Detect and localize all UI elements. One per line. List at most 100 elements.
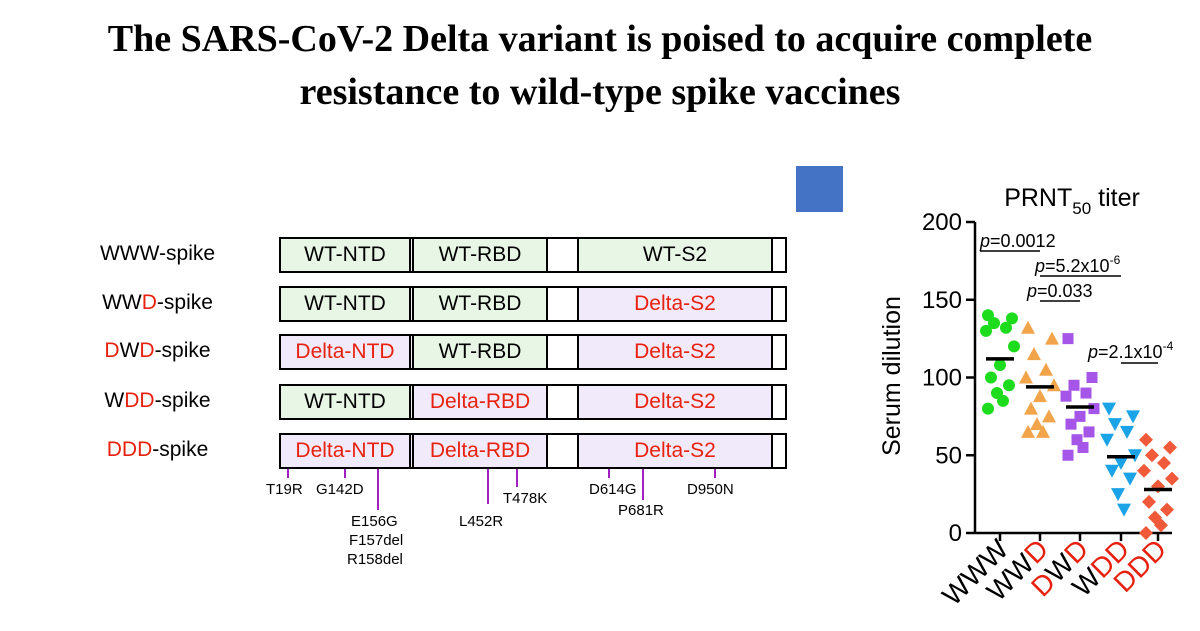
p-value-label: p=2.1x10-4	[1087, 339, 1174, 362]
data-point	[1126, 410, 1140, 424]
spike-label-part: D	[141, 291, 157, 314]
data-point	[1062, 449, 1074, 461]
data-series	[1137, 432, 1179, 540]
data-point	[1077, 441, 1089, 453]
spike-label: WDD-spike	[70, 389, 245, 413]
data-point	[1123, 472, 1137, 486]
mutation-tick	[287, 469, 289, 478]
data-point	[1062, 333, 1074, 345]
data-point	[1139, 526, 1153, 540]
data-point	[1083, 426, 1095, 438]
data-point	[1160, 502, 1174, 517]
spike-domain: WT-RBD	[414, 336, 548, 368]
spike-label-part: -spike	[154, 339, 211, 362]
spike-label-part: D	[139, 339, 155, 362]
mutation-label: T19R	[266, 481, 303, 498]
mutation-tick	[608, 469, 610, 478]
spike-domain: WT-NTD	[281, 239, 414, 271]
data-point	[1021, 424, 1035, 438]
data-point	[1120, 425, 1134, 439]
spike-domain: WT-NTD	[281, 386, 414, 418]
spike-label: WWW-spike	[70, 242, 245, 266]
mutation-tick	[377, 469, 379, 510]
data-point	[1114, 457, 1128, 471]
y-axis-label: Serum dilution	[878, 296, 906, 456]
figure-title-line-2: resistance to wild-type spike vaccines	[299, 71, 901, 113]
y-tick-label: 150	[922, 287, 962, 314]
spike-domain	[548, 386, 579, 418]
spike-domain	[773, 435, 785, 467]
spike-bar: WT-NTD WT-RBD WT-S2	[279, 237, 787, 273]
spike-bar: WT-NTD Delta-RBD Delta-S2	[279, 384, 787, 420]
data-point	[982, 402, 994, 415]
mutation-label: G142D	[316, 481, 364, 498]
data-point	[1086, 372, 1098, 383]
p-symbol: p	[1087, 342, 1098, 362]
data-point	[1165, 471, 1179, 486]
data-point	[1105, 464, 1119, 478]
spike-label: WWD-spike	[70, 291, 245, 315]
data-series	[1019, 320, 1061, 438]
p-symbol: p	[1034, 256, 1045, 276]
spike-label-part: W	[119, 339, 140, 362]
spike-domain: Delta-NTD	[281, 336, 414, 368]
spike-label: DWD-spike	[70, 339, 245, 363]
spike-domain: Delta-RBD	[414, 435, 548, 467]
data-point	[1142, 494, 1156, 509]
blue-square-marker	[796, 166, 843, 212]
mutation-label: T478K	[503, 490, 548, 507]
data-series	[1100, 402, 1142, 517]
p-exponent: -4	[1163, 339, 1174, 353]
mutation-label: P681R	[618, 502, 664, 519]
data-point	[1117, 503, 1131, 517]
chart-title-suffix: titer	[1091, 184, 1140, 212]
chart-title-main: PRNT	[1004, 184, 1072, 212]
spike-domain: WT-NTD	[281, 288, 414, 320]
data-point	[1111, 488, 1125, 502]
mutation-tick	[344, 469, 346, 478]
mutation-label: D950N	[687, 481, 734, 498]
spike-domain	[548, 239, 579, 271]
p-value: =5.2x10	[1045, 256, 1110, 276]
y-tick-label: 200	[922, 209, 962, 236]
data-point	[1100, 433, 1114, 447]
spike-label: DDD-spike	[70, 438, 245, 462]
spike-domain	[773, 288, 785, 320]
y-tick-label: 0	[949, 520, 962, 547]
p-value: =2.1x10	[1098, 342, 1163, 362]
data-point	[1003, 379, 1015, 392]
data-point	[1071, 434, 1083, 446]
data-point	[1065, 418, 1077, 430]
data-point	[1021, 320, 1035, 334]
mutation-tick	[516, 469, 518, 487]
mutation-tick	[487, 469, 489, 504]
spike-label-part: -spike	[156, 291, 213, 314]
chart-title: PRNT50 titer	[1004, 184, 1140, 218]
y-tick-label: 50	[935, 442, 962, 469]
spike-domain: Delta-NTD	[281, 435, 414, 467]
spike-domain: Delta-RBD	[414, 386, 548, 418]
spike-domain: Delta-S2	[579, 336, 773, 368]
data-point	[1030, 417, 1044, 431]
data-point	[1042, 409, 1056, 423]
data-point	[1027, 347, 1041, 361]
data-point	[1163, 440, 1177, 455]
data-series	[980, 309, 1020, 415]
mutation-label: R158del	[347, 551, 403, 568]
data-point	[1036, 424, 1050, 438]
p-value-label: p=5.2x10-6	[1034, 253, 1121, 276]
data-point	[1102, 402, 1116, 416]
data-point	[1060, 390, 1072, 402]
spike-domain	[773, 386, 785, 418]
data-point	[997, 394, 1009, 407]
data-point	[1145, 448, 1159, 463]
data-point	[1080, 387, 1092, 399]
p-symbol: p	[979, 231, 990, 251]
data-point	[1137, 463, 1151, 478]
p-exponent: -6	[1110, 253, 1121, 267]
data-point	[1000, 321, 1012, 334]
spike-label-part: -spike	[159, 242, 216, 265]
spike-label-part: DDD	[106, 438, 153, 461]
spike-bar: Delta-NTD WT-RBD Delta-S2	[279, 334, 787, 370]
